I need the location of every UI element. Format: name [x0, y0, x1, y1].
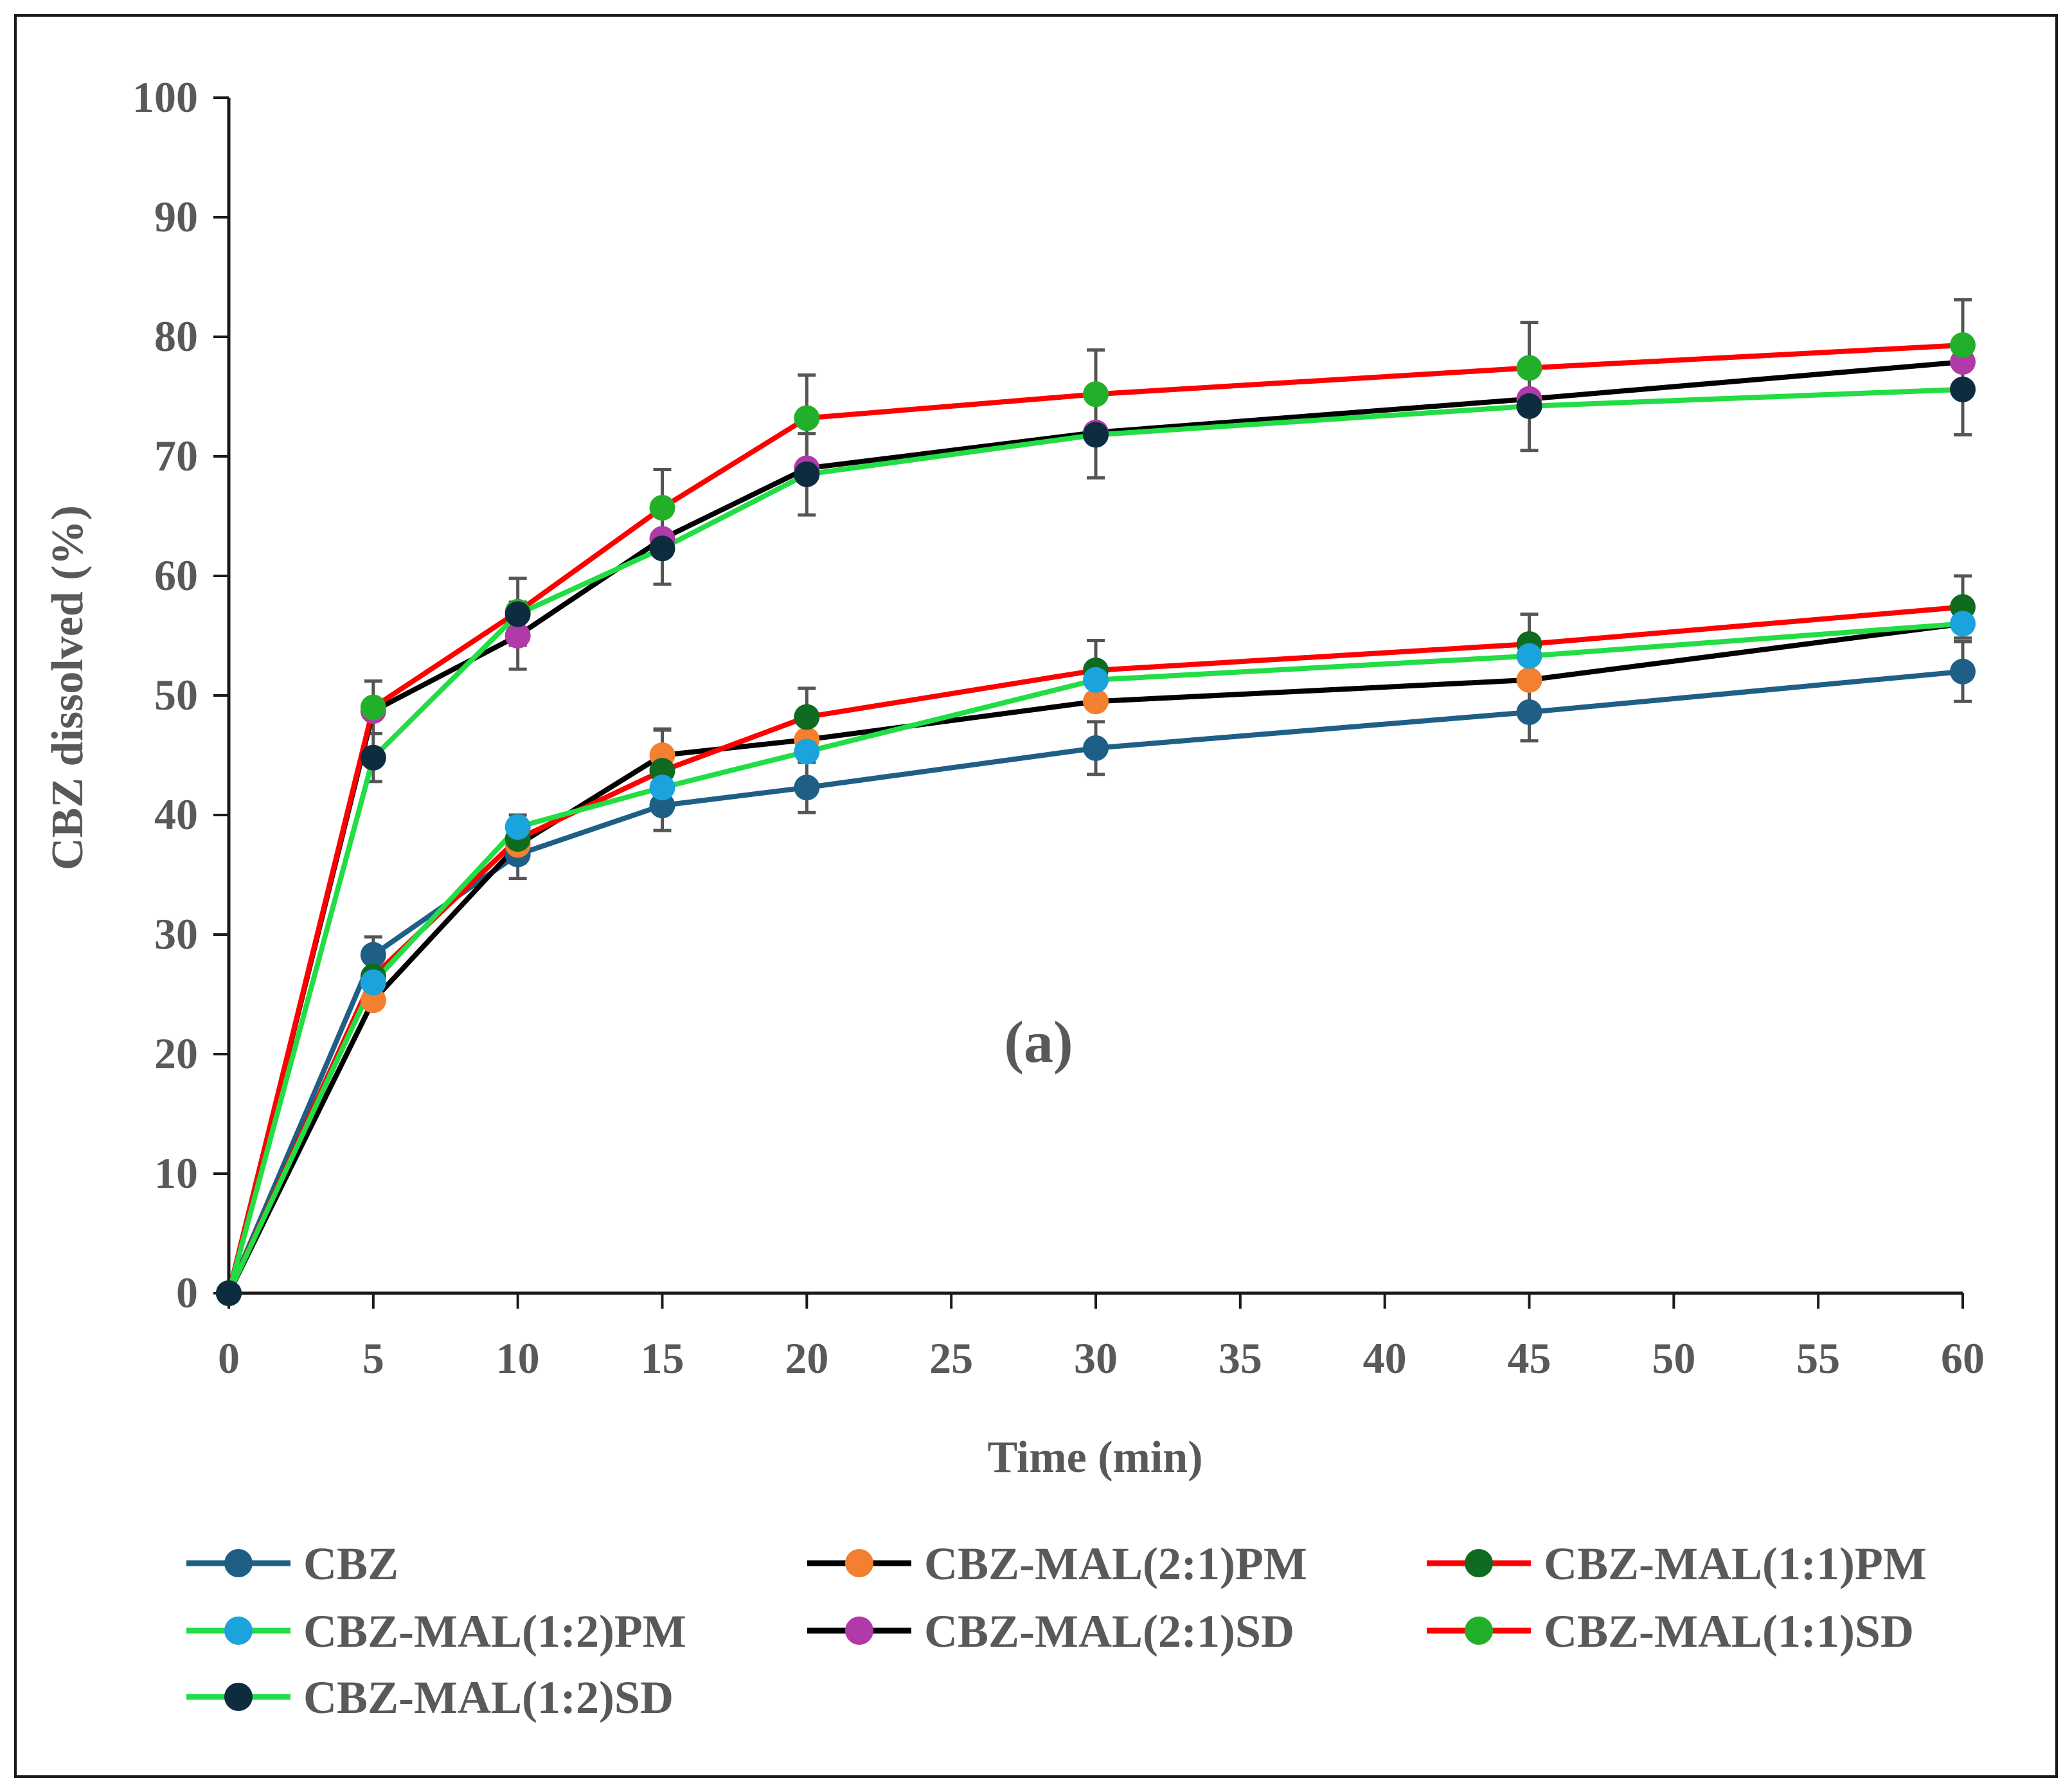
point-cbz-mal-1-2-sd — [1516, 393, 1542, 419]
x-tick-label: 50 — [1652, 1334, 1695, 1383]
figure-frame — [14, 14, 2058, 1778]
x-tick-label: 55 — [1796, 1334, 1840, 1383]
x-tick-label: 15 — [641, 1334, 684, 1383]
x-tick-label: 45 — [1508, 1334, 1551, 1383]
series-line-cbz-mal-1-1-sd — [226, 343, 1963, 1294]
legend-marker — [224, 1549, 253, 1577]
y-tick-label: 60 — [154, 551, 198, 600]
legend: CBZ CBZ-MAL(2:1)PM CBZ-MAL(1:1)PM CBZ-MAL(1… — [186, 1538, 1927, 1723]
series-markers — [216, 332, 1976, 1306]
x-tick-label: 40 — [1363, 1334, 1407, 1383]
series-line-cbz-mal-1-2-sd — [226, 386, 1963, 1295]
point-cbz-mal-1-1-sd — [794, 405, 820, 431]
y-tick-label: 10 — [154, 1149, 198, 1197]
point-cbz — [1083, 735, 1109, 761]
y-tick-label: 80 — [154, 312, 198, 361]
point-cbz-mal-1-1-sd — [1083, 381, 1109, 408]
legend-item-cbz-mal-2-1-pm: CBZ-MAL(2:1)PM — [807, 1538, 1307, 1590]
legend-label: CBZ-MAL(1:2)PM — [303, 1606, 686, 1657]
legend-label: CBZ-MAL(1:1)PM — [1544, 1538, 1927, 1590]
point-cbz-mal-1-2-pm — [505, 814, 531, 840]
point-cbz-mal-2-1-pm — [1083, 688, 1109, 715]
legend-item-cbz-mal-1-2-pm: CBZ-MAL(1:2)PM — [186, 1606, 686, 1657]
point-cbz-mal-1-2-sd — [649, 535, 675, 562]
y-tick-label: 0 — [176, 1268, 198, 1317]
legend-marker — [845, 1549, 873, 1577]
x-tick-label: 30 — [1074, 1334, 1118, 1383]
legend-item-cbz-mal-2-1-sd: CBZ-MAL(2:1)SD — [807, 1606, 1294, 1657]
y-tick-label: 50 — [154, 670, 198, 719]
axes — [213, 96, 1964, 1309]
point-cbz-mal-1-1-pm — [794, 704, 820, 730]
point-cbz — [1950, 658, 1976, 685]
series-lines — [226, 343, 1963, 1295]
y-axis-title: CBZ dissolved (%) — [43, 505, 93, 870]
point-cbz-mal-1-2-sd — [505, 601, 531, 627]
series-line-cbz-mal-2-1-sd — [226, 359, 1963, 1294]
x-tick-label: 25 — [929, 1334, 973, 1383]
point-cbz-mal-2-1-pm — [360, 987, 386, 1014]
point-cbz-mal-1-2-pm — [1950, 611, 1976, 637]
x-axis-title: Time (min) — [987, 1433, 1202, 1482]
x-tick-label: 20 — [785, 1334, 828, 1383]
point-cbz-mal-1-2-sd — [360, 744, 386, 771]
point-cbz — [1516, 699, 1542, 726]
legend-item-cbz-mal-1-2-sd: CBZ-MAL(1:2)SD — [186, 1672, 674, 1723]
x-tick-label: 60 — [1941, 1334, 1985, 1383]
point-cbz-mal-1-1-sd — [649, 494, 675, 521]
series-line-cbz-mal-2-1-pm — [226, 621, 1963, 1295]
point-cbz-mal-1-1-sd — [360, 694, 386, 721]
point-cbz-mal-1-2-sd — [794, 461, 820, 487]
legend-label: CBZ-MAL(2:1)PM — [924, 1538, 1307, 1590]
point-cbz-mal-1-2-pm — [649, 775, 675, 801]
legend-marker — [224, 1617, 253, 1645]
point-cbz-mal-2-1-sd — [505, 623, 531, 649]
x-tick-label: 35 — [1219, 1334, 1262, 1383]
point-cbz-mal-1-2-sd — [216, 1280, 242, 1306]
panel-annotation: (a) — [1004, 1009, 1073, 1075]
legend-label: CBZ — [303, 1538, 398, 1590]
point-cbz-mal-1-1-sd — [1516, 355, 1542, 381]
point-cbz — [360, 942, 386, 968]
legend-marker — [1465, 1617, 1493, 1645]
series-line-cbz-mal-1-2-pm — [226, 621, 1963, 1295]
x-tick-label: 0 — [218, 1334, 240, 1383]
point-cbz-mal-1-2-pm — [360, 969, 386, 996]
point-cbz-mal-1-2-pm — [1083, 667, 1109, 693]
point-cbz — [649, 793, 675, 819]
legend-item-cbz: CBZ — [186, 1538, 398, 1590]
series-line-cbz — [226, 668, 1963, 1295]
y-tick-label: 100 — [132, 73, 198, 121]
y-tick-label: 70 — [154, 431, 198, 480]
legend-item-cbz-mal-1-1-sd: CBZ-MAL(1:1)SD — [1427, 1606, 1914, 1657]
legend-item-cbz-mal-1-1-pm: CBZ-MAL(1:1)PM — [1427, 1538, 1927, 1590]
point-cbz-mal-1-2-sd — [1083, 422, 1109, 448]
y-tick-label: 30 — [154, 909, 198, 958]
point-cbz-mal-1-2-pm — [794, 739, 820, 765]
y-tick-label: 90 — [154, 192, 198, 241]
legend-label: CBZ-MAL(1:2)SD — [303, 1672, 674, 1723]
y-tick-label: 40 — [154, 790, 198, 839]
point-cbz — [794, 775, 820, 801]
point-cbz-mal-1-2-sd — [1950, 376, 1976, 402]
point-cbz-mal-1-1-sd — [1950, 332, 1976, 359]
legend-marker — [845, 1617, 873, 1645]
legend-label: CBZ-MAL(1:1)SD — [1544, 1606, 1914, 1657]
tick-labels: 0 10 20 30 40 50 60 70 80 90 100 0 5 10 15 20 25 30 35 40 45… — [132, 73, 1985, 1383]
y-tick-label: 20 — [154, 1029, 198, 1078]
x-tick-label: 5 — [362, 1334, 384, 1383]
legend-marker — [1465, 1549, 1493, 1577]
point-cbz-mal-1-2-pm — [1516, 643, 1542, 669]
point-cbz-mal-2-1-pm — [1516, 667, 1542, 693]
x-tick-label: 10 — [496, 1334, 540, 1383]
legend-marker — [224, 1683, 253, 1711]
legend-label: CBZ-MAL(2:1)SD — [924, 1606, 1294, 1657]
